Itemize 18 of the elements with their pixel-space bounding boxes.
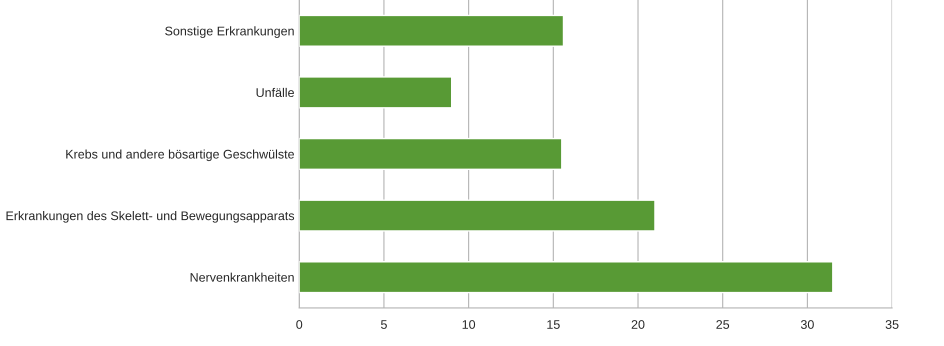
x-tick-label: 25 [716,320,730,329]
bar [299,14,564,47]
bar [299,261,834,294]
y-tick-label: Nervenkrankheiten [190,272,294,282]
x-tick-label: 15 [547,320,560,329]
y-tick-label: Krebs und andere bösartige Geschwülste [66,149,294,162]
y-tick-label: Erkrankungen des Skelett- und Bewegungsapparats [6,211,294,223]
x-tick-label: 5 [380,320,387,329]
x-tick-label: 30 [800,320,814,329]
x-tick-label: 35 [886,320,899,329]
y-tick-label: Unfälle [256,88,294,98]
bar [299,76,452,108]
x-tick-label: 20 [632,320,644,329]
y-tick-label: Sonstige Erkrankungen [165,26,294,38]
bar [299,199,656,232]
x-tick-label: 0 [296,320,302,329]
bar [299,138,562,170]
x-tick-label: 10 [462,320,476,329]
